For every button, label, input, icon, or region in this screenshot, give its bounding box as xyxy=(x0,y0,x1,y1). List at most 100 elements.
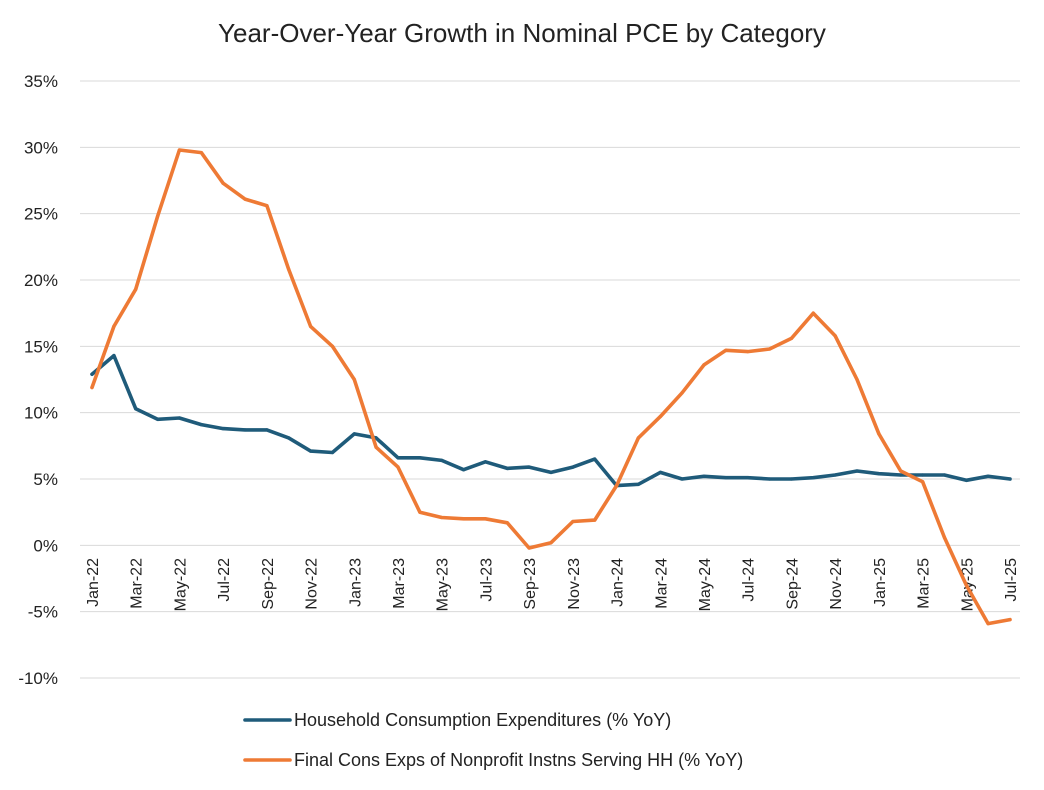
data-point xyxy=(265,204,269,208)
data-point xyxy=(746,476,750,480)
y-tick-label: 0% xyxy=(33,536,58,555)
data-point xyxy=(309,324,313,328)
x-tick-label: Jan-22 xyxy=(85,558,102,607)
x-tick-label: May-23 xyxy=(435,558,452,611)
data-point xyxy=(855,377,859,382)
data-point xyxy=(243,197,247,201)
data-point xyxy=(199,151,203,155)
data-point xyxy=(418,456,422,460)
x-tick-label: Jan-25 xyxy=(872,558,889,607)
data-point xyxy=(986,474,990,478)
data-point xyxy=(636,482,641,486)
data-point xyxy=(440,458,444,462)
data-point xyxy=(177,148,181,152)
x-tick-label: Mar-23 xyxy=(391,558,408,609)
data-point xyxy=(658,415,662,419)
data-point xyxy=(921,473,925,477)
data-point xyxy=(768,347,772,351)
gridlines xyxy=(80,80,1020,679)
data-point xyxy=(877,432,881,436)
data-point xyxy=(265,428,269,432)
data-point xyxy=(462,517,466,521)
data-point xyxy=(549,541,553,545)
data-point xyxy=(811,476,815,480)
x-tick-label: Mar-25 xyxy=(916,558,933,609)
data-point xyxy=(505,521,509,525)
data-point xyxy=(571,519,575,524)
data-point xyxy=(768,477,772,481)
data-point xyxy=(221,181,225,185)
data-point xyxy=(134,287,138,291)
data-point xyxy=(1008,618,1012,622)
x-tick-label: Jul-25 xyxy=(1003,558,1020,602)
y-tick-label: 25% xyxy=(24,205,58,224)
data-point xyxy=(483,517,487,521)
data-point xyxy=(833,334,837,338)
data-point xyxy=(724,348,728,352)
data-point xyxy=(527,546,531,550)
data-point xyxy=(418,510,422,514)
y-tick-label: 35% xyxy=(24,72,58,91)
data-point xyxy=(177,416,181,420)
x-tick-label: Jul-24 xyxy=(741,558,758,602)
data-point xyxy=(396,456,400,460)
data-point xyxy=(702,474,706,478)
data-point xyxy=(483,460,487,464)
data-point xyxy=(243,428,247,432)
data-point xyxy=(440,515,444,520)
data-point xyxy=(505,466,509,470)
x-tick-label: Nov-24 xyxy=(828,558,845,610)
data-point xyxy=(746,350,750,354)
x-tick-label: Jul-22 xyxy=(216,558,233,602)
data-point xyxy=(112,324,116,328)
data-point xyxy=(134,407,138,411)
x-tick-label: Mar-24 xyxy=(653,558,670,609)
data-point xyxy=(702,363,706,367)
data-point xyxy=(330,450,334,455)
data-point xyxy=(1008,477,1012,481)
data-point xyxy=(724,476,728,480)
data-point xyxy=(833,473,837,477)
data-point xyxy=(942,535,947,540)
data-point xyxy=(527,465,531,469)
x-tick-label: Jul-23 xyxy=(478,558,495,602)
x-axis-ticks: Jan-22 Mar-22 May-22 Jul-22 Sep-22 Nov-22 Jan-… xyxy=(85,558,1020,611)
data-point xyxy=(855,469,859,473)
data-point xyxy=(330,344,334,348)
data-point xyxy=(287,267,291,271)
data-point xyxy=(658,470,662,474)
y-tick-label: 5% xyxy=(33,470,58,489)
data-point xyxy=(352,377,356,382)
data-point xyxy=(680,391,684,395)
data-point xyxy=(462,468,466,472)
y-axis-ticks: -10% -5% 0% 5% 10% 15% 20% 25% 30% 35% xyxy=(18,72,58,688)
data-point xyxy=(789,477,794,481)
data-point xyxy=(593,457,597,461)
data-point xyxy=(899,473,903,477)
x-tick-label: May-24 xyxy=(697,558,714,611)
data-point xyxy=(112,354,116,358)
series-line-2 xyxy=(90,148,1012,626)
x-tick-label: Sep-24 xyxy=(784,558,801,610)
y-tick-label: -5% xyxy=(28,603,58,622)
legend-label: Household Consumption Expenditures (% Yo… xyxy=(294,710,671,730)
y-tick-label: 30% xyxy=(24,138,58,157)
x-tick-label: May-22 xyxy=(172,558,189,611)
chart-title: Year-Over-Year Growth in Nominal PCE by … xyxy=(218,18,826,48)
data-point xyxy=(964,583,968,587)
y-tick-label: 10% xyxy=(24,404,58,423)
data-point xyxy=(964,478,968,482)
legend-label: Final Cons Exps of Nonprofit Instns Serv… xyxy=(294,750,743,770)
data-point xyxy=(374,436,378,440)
data-point xyxy=(374,445,378,449)
x-tick-label: Nov-23 xyxy=(566,558,583,610)
data-point xyxy=(549,470,553,474)
data-point xyxy=(90,372,94,376)
x-tick-label: Jan-24 xyxy=(610,558,627,607)
data-point xyxy=(156,417,160,421)
data-point xyxy=(309,449,313,453)
data-point xyxy=(396,465,400,469)
data-point xyxy=(199,423,203,427)
x-tick-label: Nov-22 xyxy=(304,558,321,610)
